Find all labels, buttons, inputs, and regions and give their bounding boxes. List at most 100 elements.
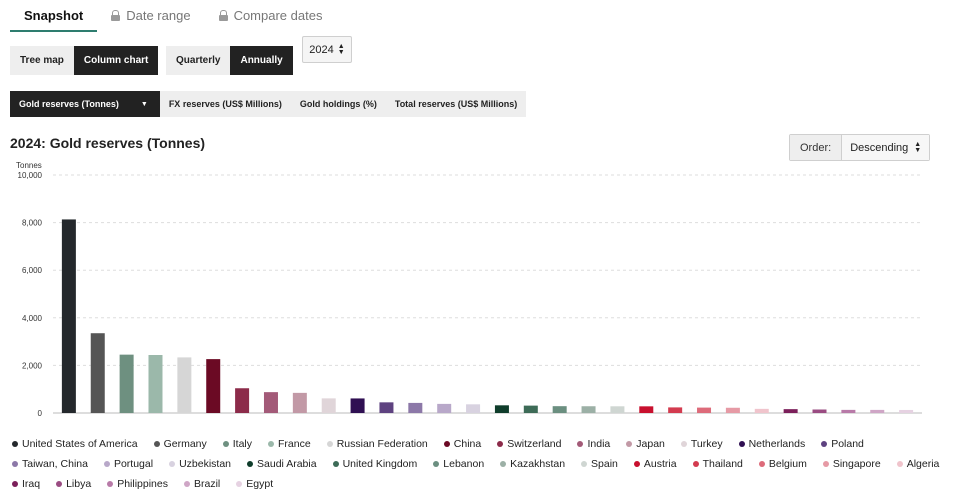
legend-label: Iraq: [22, 477, 41, 490]
bar[interactable]: [812, 409, 827, 413]
legend-swatch: [268, 440, 275, 447]
quarterly-button[interactable]: Quarterly: [166, 46, 231, 75]
legend-swatch: [332, 460, 339, 467]
tab-snapshot[interactable]: Snapshot: [10, 0, 98, 32]
bar[interactable]: [235, 388, 250, 413]
legend-label: Philippines: [117, 477, 168, 490]
y-tick-label: 2,000: [22, 361, 43, 370]
tab-compare-dates[interactable]: Compare dates: [205, 0, 337, 30]
bar[interactable]: [292, 392, 307, 413]
legend-label: Singapore: [832, 457, 881, 470]
bar[interactable]: [668, 407, 683, 413]
bar[interactable]: [697, 407, 712, 413]
bar[interactable]: [206, 359, 221, 413]
legend-item[interactable]: Russian Federation: [326, 436, 428, 451]
legend-item[interactable]: Brazil: [184, 476, 220, 491]
bar[interactable]: [725, 407, 740, 413]
legend-item[interactable]: India: [577, 436, 610, 451]
metric-fx-reserves[interactable]: FX reserves (US$ Millions): [168, 99, 282, 109]
legend-item[interactable]: Iraq: [12, 476, 40, 491]
legend-swatch: [821, 440, 828, 447]
legend-swatch: [12, 440, 18, 447]
legend-swatch: [222, 440, 229, 447]
metric-gold-reserves[interactable]: Gold reserves (Tonnes) ▼: [10, 91, 160, 117]
legend-item[interactable]: China: [443, 436, 481, 451]
lock-icon: [218, 9, 228, 21]
legend-item[interactable]: Switzerland: [497, 436, 561, 451]
bar[interactable]: [899, 409, 914, 413]
legend-label: Belgium: [768, 457, 807, 470]
legend-item[interactable]: Italy: [222, 436, 252, 451]
bar[interactable]: [870, 409, 885, 413]
legend-item[interactable]: Germany: [153, 436, 207, 451]
legend-item[interactable]: Philippines: [107, 476, 168, 491]
legend-label: Japan: [636, 437, 665, 450]
metric-gold-reserves-label: Gold reserves (Tonnes): [19, 99, 119, 109]
column-chart-button[interactable]: Column chart: [73, 46, 159, 75]
legend-item[interactable]: Netherlands: [738, 436, 806, 451]
legend-label: India: [587, 437, 611, 450]
legend-item[interactable]: Algeria: [896, 456, 939, 471]
metric-total-reserves[interactable]: Total reserves (US$ Millions): [394, 99, 518, 109]
bar[interactable]: [61, 219, 76, 413]
legend-item[interactable]: Uzbekistan: [169, 456, 231, 471]
bar[interactable]: [321, 398, 336, 413]
legend-item[interactable]: Poland: [821, 436, 864, 451]
legend-item[interactable]: France: [268, 436, 311, 451]
bar[interactable]: [119, 354, 134, 413]
bar[interactable]: [841, 409, 856, 413]
bar[interactable]: [148, 354, 163, 413]
legend-item[interactable]: Egypt: [236, 476, 273, 491]
y-tick-label: 4,000: [22, 314, 43, 323]
metric-gold-holdings[interactable]: Gold holdings (%): [299, 99, 377, 109]
legend-swatch: [896, 460, 903, 467]
legend-item[interactable]: Belgium: [758, 456, 807, 471]
bar[interactable]: [437, 403, 452, 413]
legend-swatch: [497, 440, 504, 447]
bar[interactable]: [523, 405, 538, 413]
period-toggle: Quarterly Annually: [166, 46, 293, 75]
legend-swatch: [103, 460, 110, 467]
legend-item[interactable]: Portugal: [103, 456, 153, 471]
bar[interactable]: [754, 408, 769, 413]
bar[interactable]: [379, 402, 394, 413]
bar[interactable]: [783, 409, 798, 413]
legend-swatch: [577, 440, 584, 447]
bar[interactable]: [581, 406, 596, 413]
legend-swatch: [12, 460, 18, 467]
legend-item[interactable]: United States of America: [12, 436, 138, 451]
year-select[interactable]: 2024 ▲ ▼: [302, 36, 352, 63]
tree-map-button[interactable]: Tree map: [10, 46, 74, 75]
legend-item[interactable]: Saudi Arabia: [247, 456, 317, 471]
lock-icon: [111, 9, 121, 21]
bar[interactable]: [90, 333, 105, 413]
bar[interactable]: [408, 402, 423, 413]
annually-button[interactable]: Annually: [230, 46, 293, 75]
legend-item[interactable]: Singapore: [822, 456, 881, 471]
legend-item[interactable]: Japan: [626, 436, 665, 451]
legend-item[interactable]: Lebanon: [433, 456, 484, 471]
bar[interactable]: [639, 406, 654, 413]
bar[interactable]: [552, 406, 567, 413]
bar[interactable]: [610, 406, 625, 413]
legend-item[interactable]: Libya: [56, 476, 91, 491]
legend-label: Austria: [643, 457, 677, 470]
order-select[interactable]: Descending ▲ ▼: [842, 135, 930, 160]
bar[interactable]: [494, 405, 509, 413]
legend-item[interactable]: Turkey: [680, 436, 723, 451]
bar[interactable]: [466, 404, 481, 413]
bar[interactable]: [263, 392, 278, 413]
legend-item[interactable]: Taiwan, China: [12, 456, 88, 471]
order-label: Order:: [790, 135, 843, 160]
legend-item[interactable]: Thailand: [692, 456, 743, 471]
legend-item[interactable]: Austria: [633, 456, 677, 471]
bar[interactable]: [350, 398, 365, 413]
bar[interactable]: [177, 357, 192, 413]
legend-label: Netherlands: [748, 437, 806, 450]
legend-swatch: [326, 440, 333, 447]
tab-date-range[interactable]: Date range: [97, 0, 204, 30]
legend-item[interactable]: Spain: [581, 456, 618, 471]
legend-label: Spain: [591, 457, 618, 470]
legend-item[interactable]: United Kingdom: [332, 456, 417, 471]
legend-item[interactable]: Kazakhstan: [500, 456, 565, 471]
